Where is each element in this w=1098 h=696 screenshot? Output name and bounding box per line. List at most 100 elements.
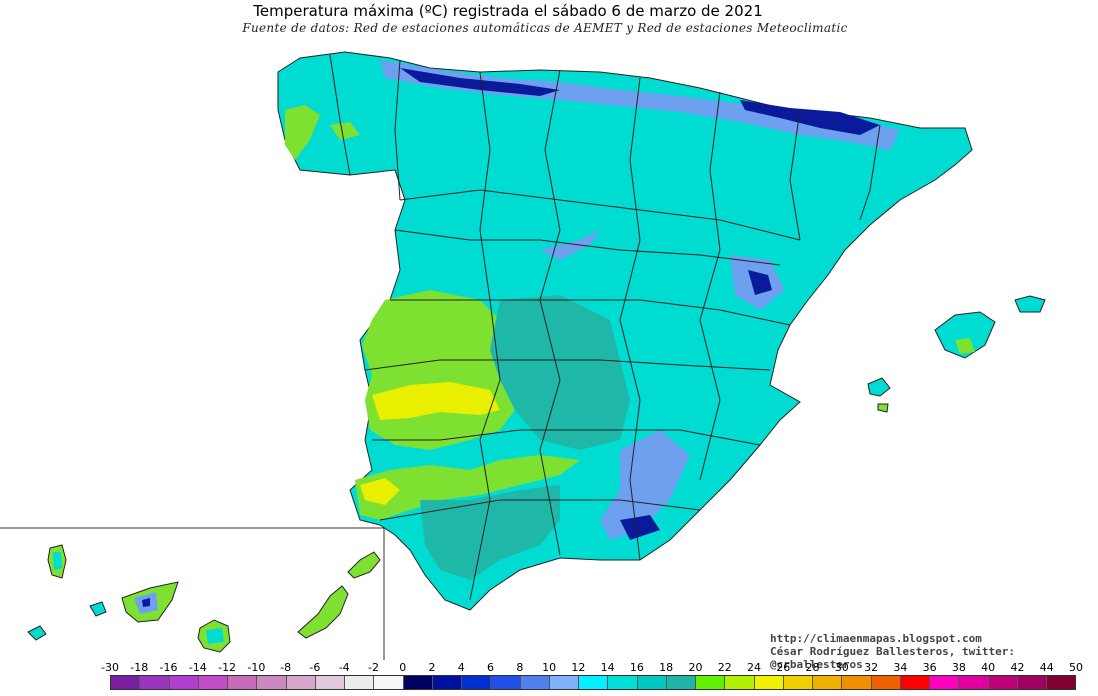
legend-label: -12 xyxy=(218,661,237,674)
sistema-central-blue xyxy=(540,230,600,260)
legend-swatch xyxy=(959,676,989,689)
legend-swatch xyxy=(520,676,550,689)
legend-swatch xyxy=(725,676,755,689)
legend-swatch xyxy=(579,676,609,689)
temperature-map xyxy=(0,51,1046,660)
legend-label: -6 xyxy=(309,661,321,674)
galicia-green-patch-2 xyxy=(330,122,360,140)
legend-labels: -30 -18 -16 -14 -12 -10 -8 -6 -4 -2 0 2 4 6 8 10 12 14 16 1… xyxy=(0,661,1098,675)
legend-label: 28 xyxy=(805,661,820,674)
legend-label: 22 xyxy=(717,661,732,674)
legend-label: 16 xyxy=(629,661,644,674)
map-title: Temperatura máxima (ºC) registrada el sá… xyxy=(253,2,763,20)
legend-swatch xyxy=(228,676,258,689)
legend-swatch xyxy=(432,676,462,689)
legend-label: 4 xyxy=(457,661,465,674)
legend-label: -16 xyxy=(159,661,178,674)
legend-label: 40 xyxy=(981,661,996,674)
cantabrian-blue-band xyxy=(380,60,900,150)
legend-label: 24 xyxy=(747,661,761,674)
legend-label: 14 xyxy=(600,661,615,674)
cantabrian-dark-band xyxy=(400,68,560,96)
credit-author: César Rodríguez Ballesteros, twitter: @c… xyxy=(770,645,1016,671)
legend-label: 10 xyxy=(542,661,557,674)
legend-label: 6 xyxy=(487,661,495,674)
legend-swatch xyxy=(549,676,579,689)
legend-label: 36 xyxy=(922,661,937,674)
legend-swatch xyxy=(111,676,141,689)
legend-swatch xyxy=(988,676,1018,689)
legend-label: -30 xyxy=(101,661,119,674)
legend-label: -18 xyxy=(130,661,149,674)
legend-label: -14 xyxy=(188,661,207,674)
legend-swatch xyxy=(666,676,696,689)
legend-label: -10 xyxy=(247,661,266,674)
legend-label: 18 xyxy=(659,661,674,674)
credit-url: http://climaenmapas.blogspot.com xyxy=(770,632,982,645)
menorca-island xyxy=(1014,295,1046,313)
legend-swatch xyxy=(345,676,375,689)
legend-swatch xyxy=(783,676,813,689)
pyrenees-dark-band xyxy=(740,100,880,135)
legend-swatch xyxy=(813,676,843,689)
guadalquivir-teal-zone xyxy=(420,485,560,580)
mallorca-green-zone xyxy=(955,338,975,354)
legend-swatch xyxy=(637,676,667,689)
legend-swatch xyxy=(315,676,345,689)
legend-swatch xyxy=(1017,676,1047,689)
la-palma-core xyxy=(53,552,62,570)
legend-swatch xyxy=(754,676,784,689)
sierra-nevada-blue-zone xyxy=(600,430,690,540)
map-subtitle: Fuente de datos: Red de estaciones autom… xyxy=(242,21,848,35)
legend-label: 44 xyxy=(1039,661,1054,674)
lanzarote-island xyxy=(347,551,381,579)
la-gomera-island xyxy=(89,601,107,617)
legend-label: -2 xyxy=(367,661,379,674)
legend-label: 8 xyxy=(516,661,524,674)
tenerife-dark-peak xyxy=(142,598,150,607)
gran-canaria-core xyxy=(206,628,224,644)
legend-swatch xyxy=(871,676,901,689)
legend-color-bar xyxy=(110,675,1076,690)
legend-label: 38 xyxy=(951,661,966,674)
legend-label: -4 xyxy=(338,661,350,674)
legend-swatch xyxy=(169,676,199,689)
legend-label: 32 xyxy=(864,661,879,674)
legend-swatch xyxy=(198,676,228,689)
legend-swatch xyxy=(257,676,287,689)
legend-label: 20 xyxy=(688,661,703,674)
legend-swatch xyxy=(900,676,930,689)
ibiza-island xyxy=(867,377,891,397)
andalucia-yellow-spot xyxy=(360,478,400,505)
galicia-green-patch xyxy=(285,105,320,160)
legend-swatch xyxy=(930,676,960,689)
formentera-island xyxy=(877,403,889,413)
legend-label: 0 xyxy=(399,661,407,674)
legend-label: 2 xyxy=(428,661,436,674)
legend-label: 42 xyxy=(1010,661,1025,674)
legend-label: 34 xyxy=(893,661,908,674)
andalucia-west-zone xyxy=(355,455,580,520)
legend-swatch xyxy=(374,676,404,689)
legend-swatch xyxy=(1047,676,1076,689)
central-teal-zone xyxy=(490,295,630,450)
el-hierro-island xyxy=(27,625,47,641)
legend-label: 26 xyxy=(776,661,791,674)
province-borders xyxy=(329,54,881,601)
mallorca-island xyxy=(934,311,996,359)
legend-swatch xyxy=(462,676,492,689)
sierra-nevada-dark-spot xyxy=(620,515,660,540)
legend-swatch xyxy=(608,676,638,689)
legend-swatch xyxy=(842,676,872,689)
legend-swatch xyxy=(286,676,316,689)
fuerteventura-island xyxy=(297,585,349,639)
legend-swatch xyxy=(696,676,726,689)
legend-swatch xyxy=(403,676,433,689)
iberian-dark-spot xyxy=(748,270,772,295)
legend-swatch xyxy=(140,676,170,689)
legend-label: 50 xyxy=(1069,661,1083,674)
legend-label: 12 xyxy=(571,661,586,674)
legend-label: 30 xyxy=(834,661,849,674)
canary-inset-frame xyxy=(0,527,385,660)
legend-label: -8 xyxy=(280,661,292,674)
